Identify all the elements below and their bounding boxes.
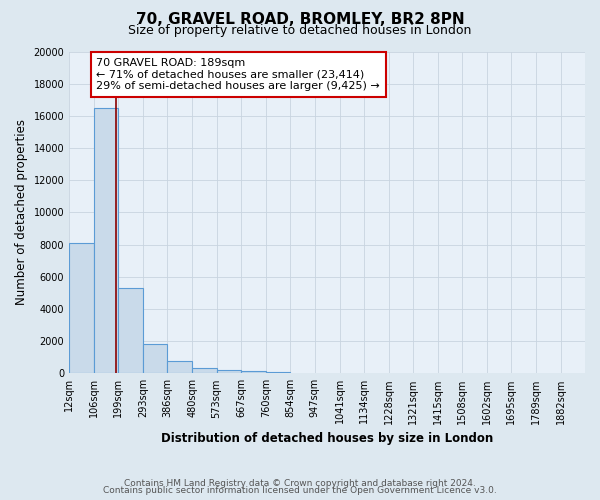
X-axis label: Distribution of detached houses by size in London: Distribution of detached houses by size …	[161, 432, 493, 445]
Bar	[143, 344, 167, 374]
Text: 70, GRAVEL ROAD, BROMLEY, BR2 8PN: 70, GRAVEL ROAD, BROMLEY, BR2 8PN	[136, 12, 464, 28]
Bar	[94, 108, 118, 374]
Text: 70 GRAVEL ROAD: 189sqm
← 71% of detached houses are smaller (23,414)
29% of semi: 70 GRAVEL ROAD: 189sqm ← 71% of detached…	[96, 58, 380, 91]
Y-axis label: Number of detached properties: Number of detached properties	[15, 120, 28, 306]
Bar	[192, 368, 217, 374]
Text: Contains public sector information licensed under the Open Government Licence v3: Contains public sector information licen…	[103, 486, 497, 495]
Bar	[118, 288, 143, 374]
Text: Contains HM Land Registry data © Crown copyright and database right 2024.: Contains HM Land Registry data © Crown c…	[124, 478, 476, 488]
Bar	[69, 243, 94, 374]
Text: Size of property relative to detached houses in London: Size of property relative to detached ho…	[128, 24, 472, 37]
Bar	[266, 372, 290, 374]
Bar	[167, 361, 192, 374]
Bar	[241, 371, 266, 374]
Bar	[217, 370, 241, 374]
